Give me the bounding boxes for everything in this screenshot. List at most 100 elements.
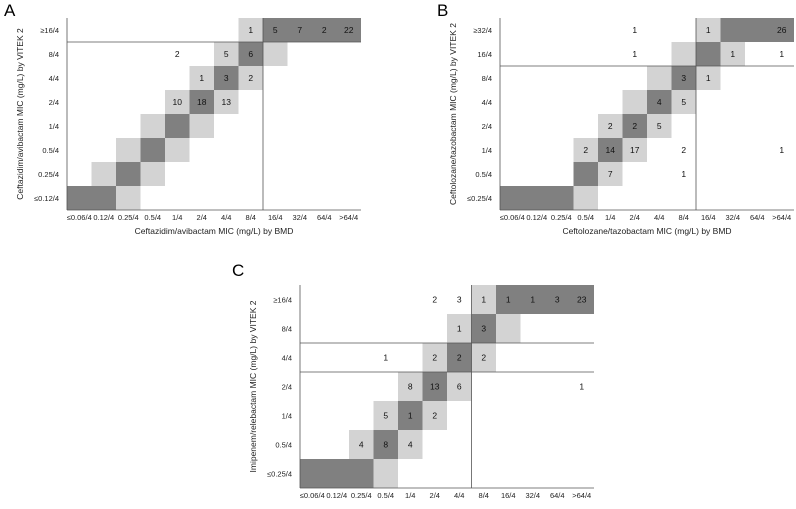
- cell-count-label: 2: [481, 353, 486, 363]
- y-tick-label: 0.5/4: [275, 441, 292, 450]
- cell-count-label: 1: [681, 169, 686, 179]
- y-tick-label: 1/4: [49, 122, 59, 131]
- heatmap-cell-dark: [447, 343, 472, 372]
- heatmap-cell-dark: [312, 18, 337, 42]
- heatmap-cell-dark: [373, 430, 398, 459]
- cell-count-label: 2: [432, 353, 437, 363]
- heatmap-cell-light: [398, 430, 423, 459]
- heatmap-cell-light: [214, 90, 239, 114]
- heatmap-cell-dark: [140, 138, 165, 162]
- heatmap-cell-light: [647, 114, 672, 138]
- cell-count-label: 14: [606, 145, 616, 155]
- panel-letter: B: [437, 1, 448, 20]
- y-tick-label: 2/4: [49, 98, 59, 107]
- cell-count-label: 4: [359, 440, 364, 450]
- y-tick-label: ≥16/4: [40, 26, 59, 35]
- heatmap-cell-dark: [214, 66, 239, 90]
- heatmap-cell-dark: [500, 186, 525, 210]
- heatmap-cell-light: [91, 162, 116, 186]
- heatmap-cell-light: [238, 66, 263, 90]
- x-axis-title: Ceftazidim/avibactam MIC (mg/L) by BMD: [135, 226, 294, 236]
- heatmap-cell-dark: [189, 90, 214, 114]
- x-tick-label: 0.5/4: [377, 491, 394, 500]
- y-tick-label: 8/4: [282, 325, 292, 334]
- heatmap-cell-light: [116, 186, 141, 210]
- heatmap-cell-light: [238, 18, 263, 42]
- x-tick-label: 4/4: [454, 491, 464, 500]
- heatmap-cell-dark: [336, 18, 361, 42]
- x-tick-label: ≤0.06/4: [500, 213, 525, 222]
- y-tick-label: 1/4: [282, 412, 292, 421]
- heatmap-cell-dark: [471, 314, 496, 343]
- cell-count-label: 1: [779, 49, 784, 59]
- cell-count-label: 1: [632, 49, 637, 59]
- cell-count-label: 4: [408, 440, 413, 450]
- heatmap-cell-dark: [598, 138, 623, 162]
- heatmap-cell-dark: [520, 285, 545, 314]
- heatmap-cell-light: [671, 42, 696, 66]
- x-tick-label: 32/4: [525, 491, 540, 500]
- cell-count-label: 4: [657, 97, 662, 107]
- x-tick-label: 1/4: [405, 491, 415, 500]
- y-tick-label: 4/4: [482, 98, 492, 107]
- heatmap-cell-dark: [165, 114, 190, 138]
- heatmap-cell-dark: [496, 285, 521, 314]
- cell-count-label: 3: [457, 295, 462, 305]
- y-tick-label: 4/4: [282, 354, 292, 363]
- heatmap-cell-dark: [549, 186, 574, 210]
- heatmap-cell-light: [573, 186, 598, 210]
- heatmap-cell-light: [398, 372, 423, 401]
- x-tick-label: >64/4: [339, 213, 358, 222]
- y-axis-title: Ceftazidim/avibactam MIC (mg/L) by VITEK…: [15, 28, 25, 200]
- cell-count-label: 2: [432, 411, 437, 421]
- x-tick-label: 8/4: [246, 213, 256, 222]
- x-tick-label: 8/4: [479, 491, 489, 500]
- heatmap-cell-light: [696, 18, 721, 42]
- x-tick-label: 8/4: [679, 213, 689, 222]
- cell-count-label: 2: [632, 121, 637, 131]
- cell-count-label: 1: [779, 145, 784, 155]
- cell-count-label: 1: [457, 324, 462, 334]
- cell-count-label: 2: [432, 295, 437, 305]
- cell-count-label: 1: [383, 353, 388, 363]
- heatmap-cell-light: [471, 285, 496, 314]
- heatmap-cell-light: [140, 114, 165, 138]
- heatmap-cell-dark: [524, 186, 549, 210]
- heatmap-cell-light: [496, 314, 521, 343]
- heatmap-cell-light: [647, 66, 672, 90]
- y-tick-label: 16/4: [477, 50, 492, 59]
- y-tick-label: ≤0.25/4: [467, 194, 492, 203]
- heatmap-cell-light: [189, 114, 214, 138]
- cell-count-label: 1: [706, 73, 711, 83]
- panel-letter: A: [4, 1, 16, 20]
- cell-count-label: 1: [706, 25, 711, 35]
- x-tick-label: 0.25/4: [118, 213, 139, 222]
- cell-count-label: 26: [777, 25, 787, 35]
- cell-count-label: 8: [383, 440, 388, 450]
- cell-count-label: 2: [583, 145, 588, 155]
- cell-count-label: 1: [248, 25, 253, 35]
- x-tick-label: 4/4: [654, 213, 664, 222]
- x-tick-label: 2/4: [197, 213, 207, 222]
- x-tick-label: 4/4: [221, 213, 231, 222]
- heatmap-cell-light: [165, 138, 190, 162]
- heatmap-cell-light: [373, 401, 398, 430]
- x-tick-label: 64/4: [550, 491, 565, 500]
- x-tick-label: 2/4: [430, 491, 440, 500]
- heatmap-cell-light: [263, 42, 288, 66]
- heatmap-cell-dark: [622, 114, 647, 138]
- cell-count-label: 2: [175, 49, 180, 59]
- heatmap-cell-dark: [349, 459, 374, 488]
- y-tick-label: ≤0.12/4: [34, 194, 59, 203]
- heatmap-cell-dark: [263, 18, 288, 42]
- cell-count-label: 1: [506, 295, 511, 305]
- panel-c: C2 3 1 1 1 3 231 31 2 2 28 13 6 15 1 24 8 4≤0.06/4 0.12/4 0…: [232, 261, 594, 509]
- x-tick-label: 2/4: [630, 213, 640, 222]
- heatmap-cell-dark: [300, 459, 325, 488]
- heatmap-cell-light: [720, 42, 745, 66]
- heatmap-cell-dark: [745, 18, 770, 42]
- cell-count-label: 5: [224, 49, 229, 59]
- x-tick-label: >64/4: [772, 213, 791, 222]
- cell-count-label: 2: [322, 25, 327, 35]
